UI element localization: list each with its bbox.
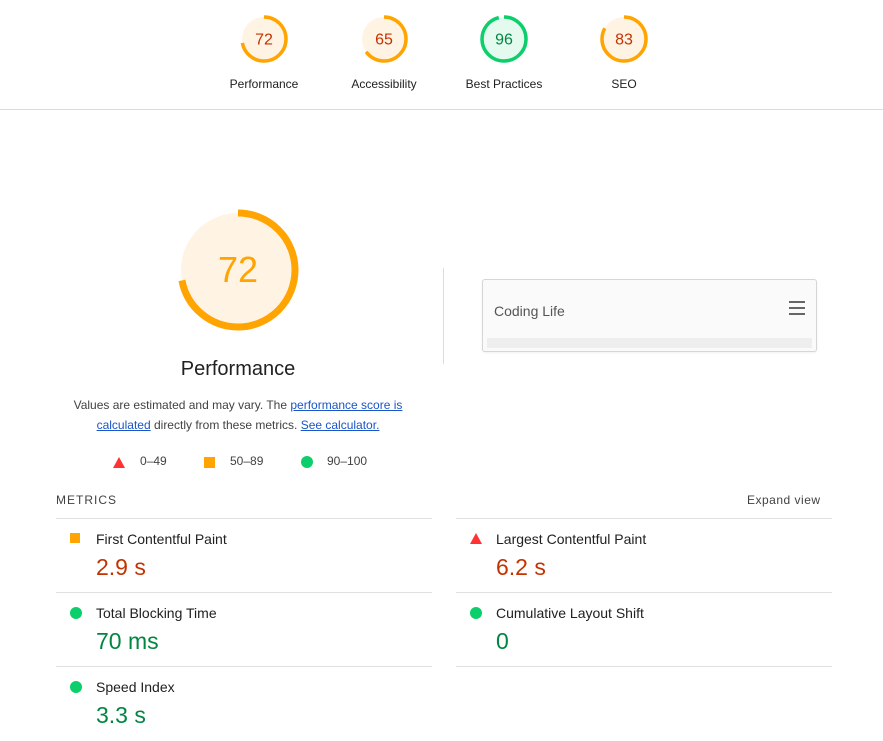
divider	[456, 518, 832, 519]
description-text: Values are estimated and may vary. The	[73, 398, 291, 412]
description-text-2: directly from these metrics.	[150, 418, 301, 432]
metric-cumulative-layout-shift: Cumulative Layout Shift 0	[456, 593, 832, 667]
gauge-score: 96	[495, 32, 513, 49]
see-calculator-link[interactable]: See calculator.	[300, 418, 380, 432]
divider	[56, 592, 432, 593]
gauge-ring: 65	[360, 15, 408, 63]
gauge-seo[interactable]: 83 SEO	[564, 14, 684, 91]
gauge-ring: 83	[600, 15, 648, 63]
gauge-score: 83	[615, 32, 633, 49]
circle-icon	[470, 607, 482, 619]
triangle-icon	[113, 457, 125, 468]
final-screenshot-preview[interactable]: Coding Life	[482, 279, 817, 352]
metric-value: 2.9 s	[96, 554, 146, 580]
divider	[56, 518, 432, 519]
metric-name: Cumulative Layout Shift	[496, 605, 644, 621]
gauge-label: Performance	[229, 77, 299, 91]
triangle-icon	[470, 533, 482, 544]
metric-speed-index: Speed Index 3.3 s	[56, 667, 432, 741]
circle-icon	[70, 607, 82, 619]
vertical-divider	[443, 268, 444, 364]
gauge-label: Accessibility	[351, 77, 417, 91]
legend-label: 0–49	[140, 454, 167, 468]
gauge-best-practices[interactable]: 96 Best Practices	[444, 14, 564, 91]
gauge-label: SEO	[611, 77, 637, 91]
score-description: Values are estimated and may vary. The p…	[58, 395, 418, 435]
metric-largest-contentful-paint: Largest Contentful Paint 6.2 s	[456, 519, 832, 593]
legend-label: 90–100	[327, 454, 368, 468]
score-arc	[177, 209, 299, 331]
gauge-performance[interactable]: 72 Performance	[204, 14, 324, 91]
metric-value: 3.3 s	[96, 702, 146, 728]
hamburger-icon	[789, 301, 805, 315]
gauge-ring: 96	[480, 15, 528, 63]
divider	[456, 666, 832, 667]
gauge-score: 72	[255, 32, 273, 49]
divider	[56, 666, 432, 667]
performance-score: 72	[218, 249, 258, 290]
metric-value: 0	[496, 628, 509, 654]
circle-icon	[70, 681, 82, 693]
category-gauges-bar: 72 Performance 65 Accessibility 96 Best …	[0, 0, 883, 110]
gauge-accessibility[interactable]: 65 Accessibility	[324, 14, 444, 91]
square-icon	[70, 533, 80, 543]
metric-value: 70 ms	[96, 628, 159, 654]
performance-score-link[interactable]: performance score is calculated	[96, 398, 403, 432]
circle-icon	[301, 456, 313, 468]
divider	[456, 592, 832, 593]
performance-main-gauge: 72	[177, 209, 299, 331]
gauge-score: 65	[375, 32, 393, 49]
metric-name: Speed Index	[96, 679, 175, 695]
expand-view-button[interactable]: Expand view	[747, 493, 821, 507]
metrics-header: METRICS	[56, 493, 117, 507]
square-icon	[204, 457, 215, 468]
metric-first-contentful-paint: First Contentful Paint 2.9 s	[56, 519, 432, 593]
metric-name: First Contentful Paint	[96, 531, 227, 547]
gauge-label: Best Practices	[465, 77, 543, 91]
preview-content-strip	[487, 338, 812, 348]
legend-label: 50–89	[230, 454, 264, 468]
gauge-ring: 72	[240, 15, 288, 63]
metric-name: Total Blocking Time	[96, 605, 217, 621]
performance-title: Performance	[180, 358, 296, 380]
metric-name: Largest Contentful Paint	[496, 531, 647, 547]
metric-value: 6.2 s	[496, 554, 546, 580]
metric-total-blocking-time: Total Blocking Time 70 ms	[56, 593, 432, 667]
preview-site-title: Coding Life	[494, 303, 565, 319]
